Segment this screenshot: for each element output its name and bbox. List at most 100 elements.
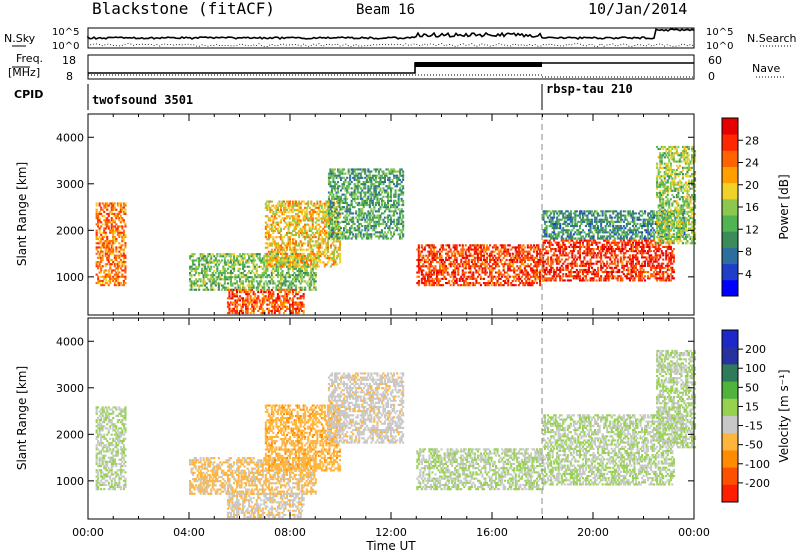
- heatmap-cell: [232, 301, 235, 304]
- heatmap-cell: [442, 273, 445, 276]
- heatmap-cell: [263, 274, 266, 277]
- heatmap-cell: [379, 206, 382, 209]
- heatmap-cell: [425, 258, 428, 261]
- heatmap-cell: [272, 280, 275, 283]
- heatmap-cell: [296, 261, 299, 264]
- heatmap-cell: [281, 250, 284, 253]
- heatmap-cell: [374, 185, 377, 188]
- heatmap-cell: [269, 265, 272, 268]
- heatmap-cell: [316, 261, 319, 264]
- heatmap-cell: [195, 280, 198, 283]
- heatmap-cell: [618, 241, 621, 244]
- heatmap-cell: [313, 282, 316, 285]
- heatmap-cell: [432, 250, 435, 253]
- heatmap-cell: [100, 275, 103, 278]
- heatmap-cell: [437, 250, 440, 253]
- heatmap-cell: [370, 227, 373, 230]
- heatmap-cell: [581, 277, 584, 280]
- heatmap-cell: [390, 218, 393, 221]
- heatmap-cell: [293, 246, 296, 249]
- heatmap-cell: [600, 268, 603, 271]
- heatmap-cell: [107, 256, 110, 259]
- heatmap-cell: [394, 225, 397, 228]
- heatmap-cell: [346, 237, 349, 240]
- heatmap-cell: [284, 202, 287, 205]
- heatmap-cell: [236, 295, 239, 298]
- heatmap-cell: [476, 256, 479, 259]
- heatmap-cell: [266, 204, 269, 207]
- heatmap-cell: [467, 248, 470, 251]
- heatmap-cell: [317, 246, 320, 249]
- heatmap-cell: [255, 280, 258, 283]
- heatmap-cell: [571, 250, 574, 253]
- heatmap-cell: [400, 218, 403, 221]
- heatmap-cell: [273, 269, 276, 272]
- heatmap-cell: [292, 267, 295, 270]
- heatmap-cell: [338, 199, 341, 202]
- heatmap-cell: [340, 189, 343, 192]
- heatmap-cell: [237, 267, 240, 270]
- heatmap-cell: [382, 237, 385, 240]
- heatmap-cell: [422, 269, 425, 272]
- heatmap-cell: [514, 246, 517, 249]
- heatmap-cell: [124, 267, 127, 270]
- heatmap-cell: [222, 269, 225, 272]
- heatmap-cell: [329, 214, 332, 217]
- heatmap-cell: [487, 263, 490, 266]
- heatmap-cell: [604, 254, 607, 257]
- heatmap-cell: [325, 219, 328, 222]
- heatmap-cell: [417, 271, 420, 274]
- heatmap-cell: [314, 204, 317, 207]
- heatmap-cell: [121, 273, 124, 276]
- heatmap-cell: [519, 244, 522, 247]
- heatmap-cell: [310, 257, 313, 260]
- heatmap-cell: [380, 181, 383, 184]
- heatmap-cell: [514, 275, 517, 278]
- heatmap-cell: [214, 263, 217, 266]
- heatmap-cell: [276, 202, 279, 205]
- heatmap-cell: [565, 268, 568, 271]
- heatmap-cell: [242, 309, 245, 312]
- heatmap-cell: [301, 244, 304, 247]
- heatmap-cell: [310, 219, 313, 222]
- heatmap-cell: [439, 258, 442, 261]
- heatmap-cell: [296, 223, 299, 226]
- heatmap-cell: [344, 220, 347, 223]
- heatmap-cell: [370, 197, 373, 200]
- heatmap-cell: [374, 193, 377, 196]
- heatmap-cell: [387, 199, 390, 202]
- heatmap-cell: [584, 248, 587, 251]
- heatmap-cell: [112, 219, 115, 222]
- heatmap-cell: [272, 211, 275, 214]
- heatmap-cell: [278, 236, 281, 239]
- heatmap-cell: [278, 299, 281, 302]
- heatmap-cell: [299, 255, 302, 258]
- heatmap-cell: [310, 288, 313, 291]
- heatmap-cell: [358, 178, 361, 181]
- heatmap-cell: [222, 267, 225, 270]
- heatmap-cell: [513, 256, 516, 259]
- heatmap-cell: [302, 227, 305, 230]
- heatmap-cell: [278, 312, 281, 315]
- heatmap-cell: [390, 195, 393, 198]
- heatmap-cell: [396, 212, 399, 215]
- heatmap-cell: [508, 252, 511, 255]
- heatmap-cell: [376, 235, 379, 238]
- heatmap-cell: [400, 185, 403, 188]
- heatmap-cell: [273, 265, 276, 268]
- heatmap-cell: [428, 284, 431, 287]
- heatmap-cell: [368, 220, 371, 223]
- heatmap-cell: [276, 284, 279, 287]
- heatmap-cell: [320, 246, 323, 249]
- heatmap-cell: [225, 276, 228, 279]
- heatmap-cell: [272, 291, 275, 294]
- heatmap-cell: [344, 199, 347, 202]
- heatmap-cell: [442, 284, 445, 287]
- heatmap-cell: [113, 212, 116, 215]
- cpid-segment-1: twofsound 3501: [92, 93, 193, 107]
- heatmap-cell: [428, 258, 431, 261]
- heatmap-cell: [214, 259, 217, 262]
- heatmap-cell: [358, 216, 361, 219]
- heatmap-cell: [201, 263, 204, 266]
- heatmap-cell: [246, 309, 249, 312]
